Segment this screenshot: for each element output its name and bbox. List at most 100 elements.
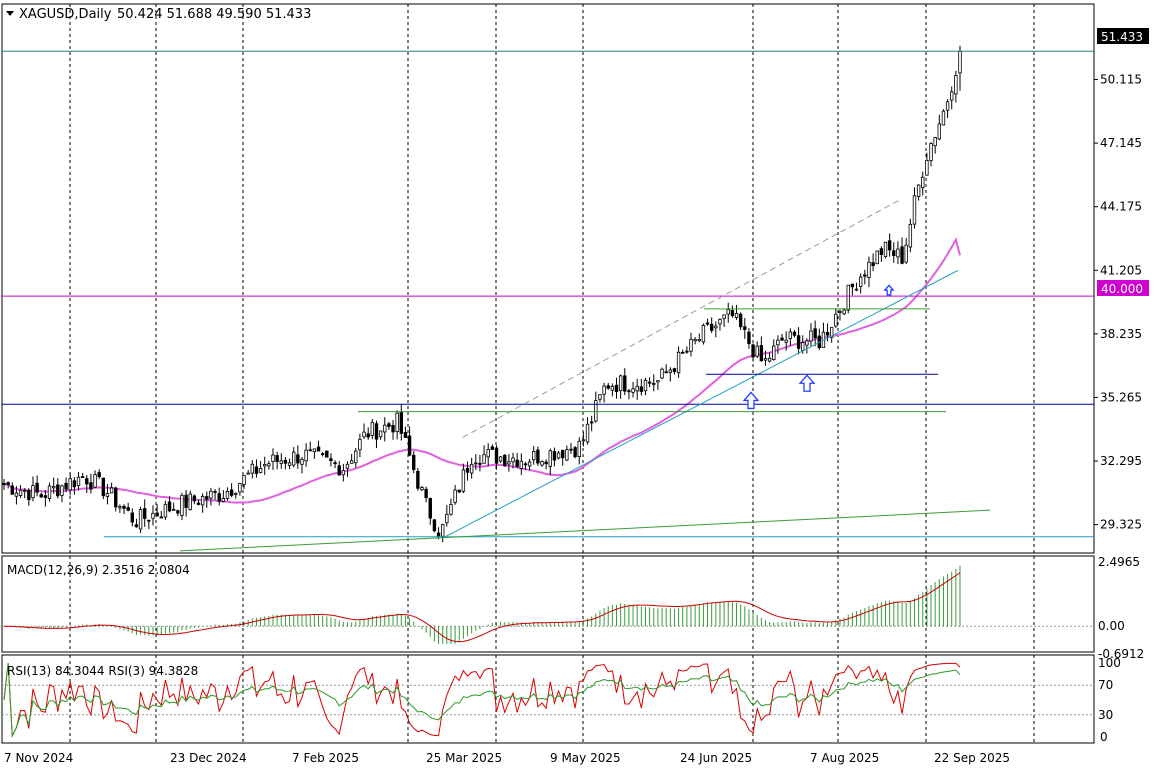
price-tick-label-0: 50.115 (1100, 72, 1142, 86)
candle-body-203 (842, 309, 846, 315)
candle-body-179 (743, 326, 747, 330)
arrow-up-icon-2[interactable] (798, 374, 816, 392)
support-trendline[interactable] (442, 269, 959, 539)
candle-body-139 (577, 440, 581, 458)
candle-body-111 (461, 469, 466, 492)
candle-body-59 (246, 472, 250, 475)
candle-body-159 (660, 368, 664, 379)
price-tick-label-1: 47.145 (1100, 136, 1142, 150)
candle-body-24 (101, 477, 106, 497)
candle-body-173 (718, 318, 722, 325)
candle-body-156 (647, 381, 652, 384)
price-pane-frame (1, 3, 1095, 554)
candle-body-211 (875, 250, 879, 265)
candle-body-140 (581, 439, 586, 442)
candle-body-175 (726, 309, 730, 315)
long-term-trendline[interactable] (179, 509, 991, 552)
candle-body-107 (445, 513, 449, 524)
candle-body-80 (333, 462, 337, 465)
candle-body-97 (403, 432, 408, 438)
candle-body-129 (536, 449, 540, 464)
candle-body-138 (573, 447, 577, 458)
candle-body-115 (478, 463, 482, 465)
candle-body-136 (565, 449, 569, 461)
candle-body-124 (515, 459, 519, 467)
candle-body-19 (80, 476, 85, 479)
candle-body-222 (921, 176, 925, 189)
candle-body-166 (689, 338, 693, 352)
candle-body-75 (312, 448, 317, 453)
candle-body-155 (643, 379, 648, 392)
candle-body-133 (552, 451, 557, 461)
candle-body-116 (482, 454, 486, 464)
candle-body-196 (813, 328, 817, 339)
candle-body-102 (424, 488, 428, 499)
arrow-up-icon-3[interactable] (883, 284, 895, 296)
candle-body-57 (238, 483, 242, 493)
candle-body-149 (618, 375, 623, 391)
candle-body-18 (76, 476, 81, 486)
candle-body-87 (362, 431, 366, 438)
candle-body-217 (900, 246, 904, 264)
arrow-up-icon-1[interactable] (742, 391, 760, 410)
candle-body-48 (200, 495, 205, 506)
candle-body-164 (681, 351, 685, 354)
candle-body-79 (329, 458, 333, 461)
candle-body-193 (801, 342, 805, 351)
candle-body-194 (805, 340, 809, 346)
candle-body-17 (72, 480, 77, 488)
candle-body-1 (6, 482, 10, 485)
candle-body-15 (64, 482, 68, 490)
candle-body-118 (490, 446, 495, 450)
rsi13-line (3, 662, 961, 738)
candle-body-177 (734, 313, 739, 319)
candle-body-150 (623, 375, 627, 392)
candle-body-76 (316, 446, 321, 452)
candle-body-61 (254, 466, 259, 474)
time-tick-label-5: 24 Jun 2025 (680, 751, 752, 765)
candle-body-78 (325, 450, 329, 458)
dashed-channel-line[interactable] (462, 199, 901, 438)
price-axis: 50.115 47.145 44.175 41.205 38.235 35.265 32.2… (1094, 72, 1142, 532)
candle-body-10 (43, 495, 48, 498)
candle-body-228 (945, 101, 950, 111)
candle-body-167 (693, 339, 697, 342)
candle-body-146 (606, 385, 610, 389)
candle-body-205 (850, 283, 855, 288)
macd-histogram (2, 565, 1094, 716)
candle-body-202 (838, 311, 842, 313)
candle-body-226 (937, 123, 942, 140)
dropdown-triangle-icon[interactable] (6, 11, 14, 16)
candle-body-0 (2, 482, 6, 486)
candle-body-68 (283, 459, 288, 464)
price-tick-label-3: 41.205 (1100, 263, 1142, 277)
candle-body-44 (184, 494, 188, 508)
rsi-label: RSI(13) 84.3044 RSI(3) 94.3828 (7, 664, 198, 678)
candle-body-85 (354, 450, 358, 464)
candle-body-134 (556, 452, 561, 459)
candle-body-16 (68, 478, 72, 491)
candle-body-112 (465, 467, 470, 473)
time-tick-label-1: 23 Dec 2024 (170, 751, 247, 765)
candle-body-127 (527, 461, 532, 467)
candle-body-41 (171, 508, 176, 511)
candle-body-23 (97, 472, 101, 478)
candle-body-174 (722, 314, 726, 319)
macd-tick-label-0: 2.4965 (1098, 555, 1140, 569)
candle-body-77 (320, 453, 325, 456)
candle-body-3 (14, 492, 19, 497)
candle-body-201 (834, 313, 838, 327)
macd-tick-label-1: 0.00 (1098, 619, 1125, 633)
candles (2, 45, 962, 543)
rsi-tick-label-0: 100 (1098, 656, 1121, 670)
candle-body-128 (532, 451, 536, 461)
macd-tick-label-2: -0.6912 (1098, 647, 1144, 661)
candle-body-69 (287, 462, 292, 466)
candle-body-92 (383, 424, 387, 433)
overlays (2, 50, 1094, 552)
candle-body-4 (18, 489, 23, 496)
candle-body-199 (825, 331, 830, 336)
candle-body-2 (10, 485, 14, 495)
